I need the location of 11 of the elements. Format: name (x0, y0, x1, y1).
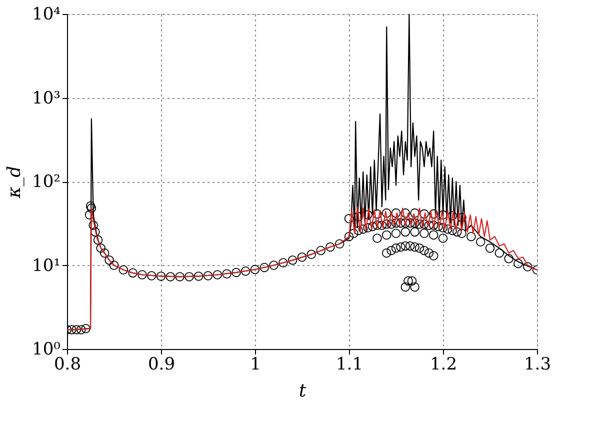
x-tick-label: 1.1 (336, 354, 364, 374)
x-axis-title: t (298, 380, 307, 402)
y-tick-label: 10³ (32, 88, 60, 108)
x-tick-label: 1 (250, 354, 261, 374)
x-tick-label: 1.3 (524, 354, 552, 374)
y-axis-title: κ_d (4, 166, 26, 200)
y-tick-label: 10¹ (32, 256, 60, 276)
y-tick-label: 10² (32, 172, 60, 192)
x-tick-label: 1.2 (430, 354, 458, 374)
x-tick-label: 0.9 (148, 354, 176, 374)
y-tick-label: 10⁴ (32, 4, 61, 24)
